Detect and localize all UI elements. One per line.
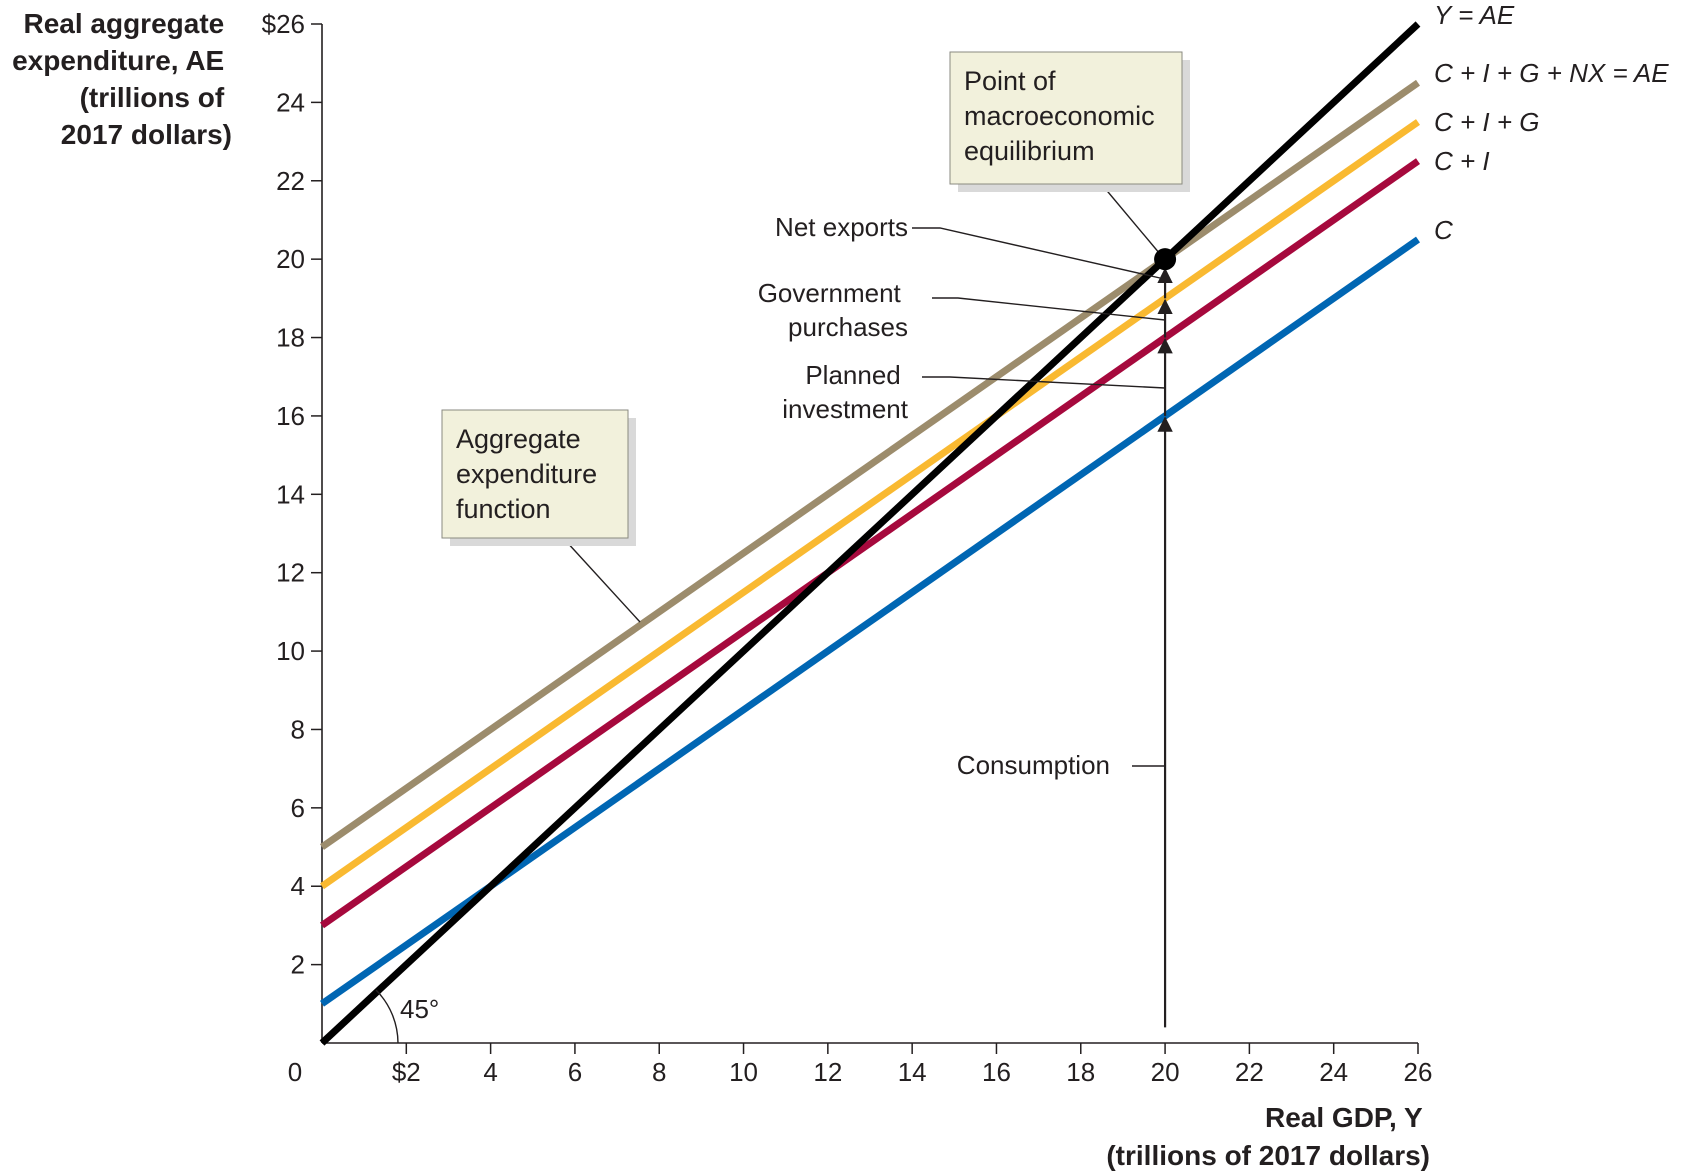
equilibrium-callout-line-2: macroeconomic xyxy=(964,101,1155,131)
equilibrium-callout-leader xyxy=(1097,179,1161,255)
ae-function-callout: Aggregate expenditure function xyxy=(441,409,636,546)
y-tick-label: 10 xyxy=(276,636,305,666)
x-tick-label: 0 xyxy=(288,1057,302,1087)
label-y-equals-ae: Y = AE xyxy=(1434,0,1515,30)
net-exports-label: Net exports xyxy=(775,212,908,242)
equilibrium-callout-line-1: Point of xyxy=(964,66,1056,96)
government-label-line-2: purchases xyxy=(788,312,908,342)
consumption-label: Consumption xyxy=(957,750,1110,780)
label-c-i-g: C + I + G xyxy=(1434,107,1540,137)
y-tick-label: 22 xyxy=(276,166,305,196)
equilibrium-callout-box xyxy=(949,51,1183,185)
tick-labels: 0 $2 4 6 8 10 12 14 16 18 20 22 24 262468101214161820… xyxy=(262,9,1433,1087)
investment-label-line-2: investment xyxy=(782,394,908,424)
y-tick-label: 6 xyxy=(291,793,305,823)
c-i-g-line xyxy=(319,119,1421,890)
x-tick-label: 22 xyxy=(1235,1057,1264,1087)
y-axis-title: Real aggregate expenditure, AE (trillion… xyxy=(12,8,232,150)
y-tick-label: 2 xyxy=(291,950,305,980)
government-label: Government purchases xyxy=(758,278,908,342)
y-tick-label: 12 xyxy=(276,558,305,588)
ae-function-callout-text: Aggregate expenditure function xyxy=(456,424,605,524)
x-tick-label: 26 xyxy=(1404,1057,1433,1087)
x-tick-label: 10 xyxy=(729,1057,758,1087)
axes xyxy=(321,24,1418,1044)
y-tick-label: 14 xyxy=(276,479,305,509)
angle-arc xyxy=(375,989,399,1044)
x-axis-title: Real GDP, Y (trillions of 2017 dollars) xyxy=(1106,1102,1430,1171)
c-i-line xyxy=(319,158,1421,929)
x-tick-label: 8 xyxy=(652,1057,666,1087)
y-tick-label: 20 xyxy=(276,244,305,274)
y-axis-title-line-1: Real aggregate xyxy=(23,8,224,39)
x-tick-label: 4 xyxy=(483,1057,497,1087)
y-tick-label: 8 xyxy=(291,714,305,744)
x-axis-title-line-1: Real GDP, Y xyxy=(1265,1102,1423,1133)
x-tick-label: 12 xyxy=(813,1057,842,1087)
leader-lines xyxy=(375,179,1166,1044)
y-tick-label: $26 xyxy=(262,9,305,39)
investment-leader xyxy=(922,376,1166,389)
x-tick-label: 20 xyxy=(1151,1057,1180,1087)
component-annotations: Net exports Government purchases Planned… xyxy=(400,212,1110,1024)
ae-function-callout-line-3: function xyxy=(456,494,551,524)
aggregate-expenditure-line xyxy=(319,79,1421,850)
x-tick-label: 24 xyxy=(1319,1057,1348,1087)
tick-marks xyxy=(311,23,1419,1054)
equilibrium-callout: Point of macroeconomic equilibrium xyxy=(949,51,1190,192)
x-tick-label: 16 xyxy=(982,1057,1011,1087)
ae-function-callout-box xyxy=(441,409,629,539)
y-equals-ae-line xyxy=(319,21,1421,1046)
government-leader xyxy=(932,297,1166,321)
equilibrium-callout-text: Point of macroeconomic equilibrium xyxy=(964,66,1162,166)
label-aggregate-expenditure: C + I + G + NX = AE xyxy=(1434,58,1669,88)
x-axis-title-line-2: (trillions of 2017 dollars) xyxy=(1106,1140,1430,1171)
y-axis-title-line-3: (trillions of xyxy=(80,82,225,113)
investment-label: Planned investment xyxy=(782,360,908,424)
ae-function-callout-line-2: expenditure xyxy=(456,459,597,489)
series-labels: Y = AE C + I + G + NX = AE C + I + G C +… xyxy=(1434,0,1669,245)
y-axis-title-line-2: expenditure, AE xyxy=(12,45,224,76)
x-tick-label: 6 xyxy=(568,1057,582,1087)
series-lines xyxy=(319,21,1421,1046)
x-tick-label: 18 xyxy=(1066,1057,1095,1087)
y-tick-label: 4 xyxy=(291,871,305,901)
equilibrium-point xyxy=(1154,248,1177,271)
equilibrium-callout-line-3: equilibrium xyxy=(964,136,1095,166)
net-exports-leader xyxy=(912,227,1161,279)
x-tick-label: 14 xyxy=(898,1057,927,1087)
label-c: C xyxy=(1434,215,1453,245)
angle-label: 45° xyxy=(400,994,439,1024)
y-tick-label: 16 xyxy=(276,401,305,431)
y-tick-label: 24 xyxy=(276,87,305,117)
label-c-i: C + I xyxy=(1434,146,1490,176)
investment-label-line-1: Planned xyxy=(805,360,900,390)
y-axis-title-line-4: 2017 dollars) xyxy=(61,119,232,150)
ae-function-callout-leader xyxy=(564,539,641,623)
y-tick-label: 18 xyxy=(276,323,305,353)
government-label-line-1: Government xyxy=(758,278,902,308)
x-tick-label: $2 xyxy=(392,1057,421,1087)
ae-function-callout-line-1: Aggregate xyxy=(456,424,581,454)
